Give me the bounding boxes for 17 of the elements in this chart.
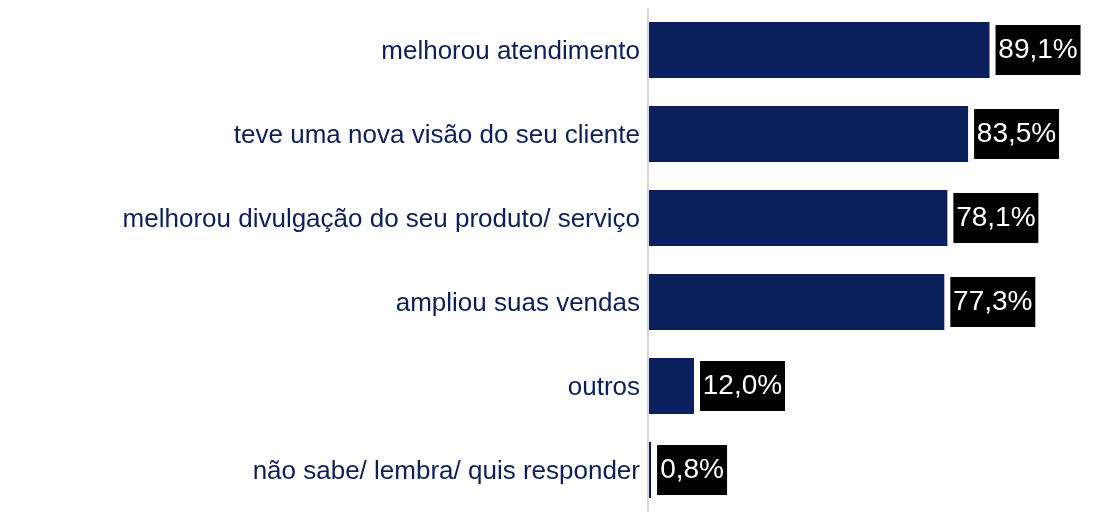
data-label: 0,8% xyxy=(660,453,724,485)
y-tick-label: melhorou atendimento xyxy=(381,35,640,66)
bar xyxy=(648,358,694,414)
data-label: 77,3% xyxy=(953,285,1033,317)
y-tick-label: ampliou suas vendas xyxy=(395,287,640,318)
y-tick-label: teve uma nova visão do seu cliente xyxy=(233,119,640,150)
bar xyxy=(648,274,945,330)
data-label: 12,0% xyxy=(702,369,783,401)
y-tick-label: melhorou divulgação do seu produto/ serviço xyxy=(122,203,640,234)
data-label: 83,5% xyxy=(976,117,1057,149)
data-label: 78,1% xyxy=(956,201,1036,233)
bar xyxy=(648,106,969,162)
y-tick-label: não sabe/ lembra/ quis responder xyxy=(252,455,641,486)
bar xyxy=(648,22,990,78)
y-tick-label: outros xyxy=(567,371,640,402)
data-label: 89,1% xyxy=(998,33,1078,65)
bar xyxy=(648,190,948,246)
